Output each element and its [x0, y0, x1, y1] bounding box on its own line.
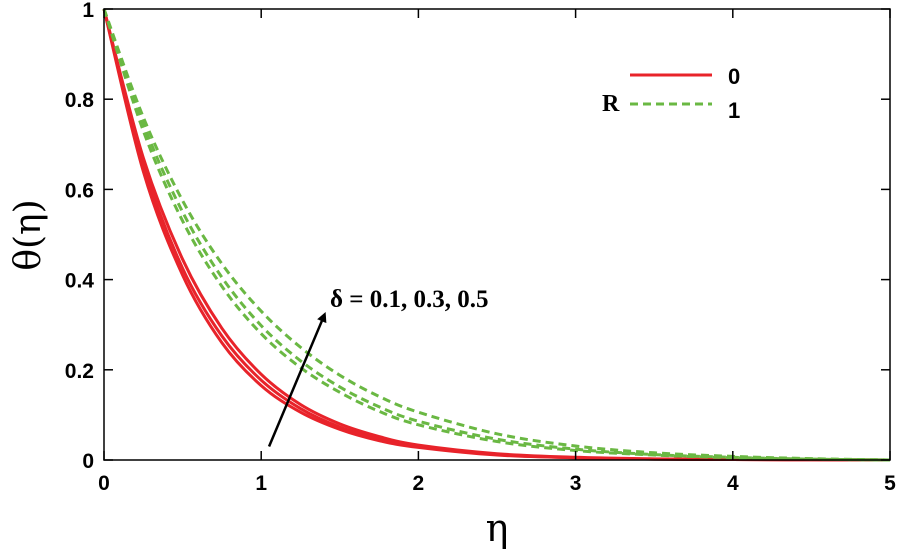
y-tick-label: 0: [82, 450, 94, 473]
ticks-layer: 0 1 2 3 4 5 0 0.2 0.4 0.6 0.8 1: [65, 0, 896, 495]
series-line-r1-delta-0-1: [102, 8, 891, 462]
x-tick-label: 5: [884, 472, 896, 495]
plot-frame: [103, 8, 891, 461]
x-tick-label: 2: [413, 472, 425, 495]
y-tick-label: 0.4: [65, 270, 95, 293]
series-line-r0-delta-0-3: [102, 8, 891, 462]
annotation-arrow: [267, 311, 327, 447]
y-tick-label: 0.8: [65, 89, 95, 112]
x-tick-label: 3: [570, 472, 582, 495]
legend-label-r1: 1: [728, 98, 740, 123]
annotation-text: δ = 0.1, 0.3, 0.5: [330, 286, 488, 313]
series-line-r1-delta-0-5: [102, 8, 891, 462]
series-line-r0-delta-0-1: [102, 8, 891, 462]
series-line-r0-delta-0-5: [102, 8, 891, 462]
y-axis-label: θ(η): [8, 199, 49, 270]
legend: 0 R 1: [602, 64, 740, 123]
series-line-r1-delta-0-3: [102, 8, 891, 462]
legend-label-r0: 0: [728, 64, 740, 89]
legend-title: R: [602, 91, 620, 117]
y-tick-label: 0.6: [65, 179, 94, 202]
x-axis-label: η: [486, 506, 509, 549]
y-tick-label: 0.2: [65, 360, 94, 383]
x-tick-label: 4: [727, 472, 739, 495]
x-tick-label: 1: [255, 472, 267, 495]
series-layer: [102, 8, 891, 462]
y-tick-label: 1: [82, 0, 94, 22]
x-tick-label: 0: [98, 472, 110, 495]
